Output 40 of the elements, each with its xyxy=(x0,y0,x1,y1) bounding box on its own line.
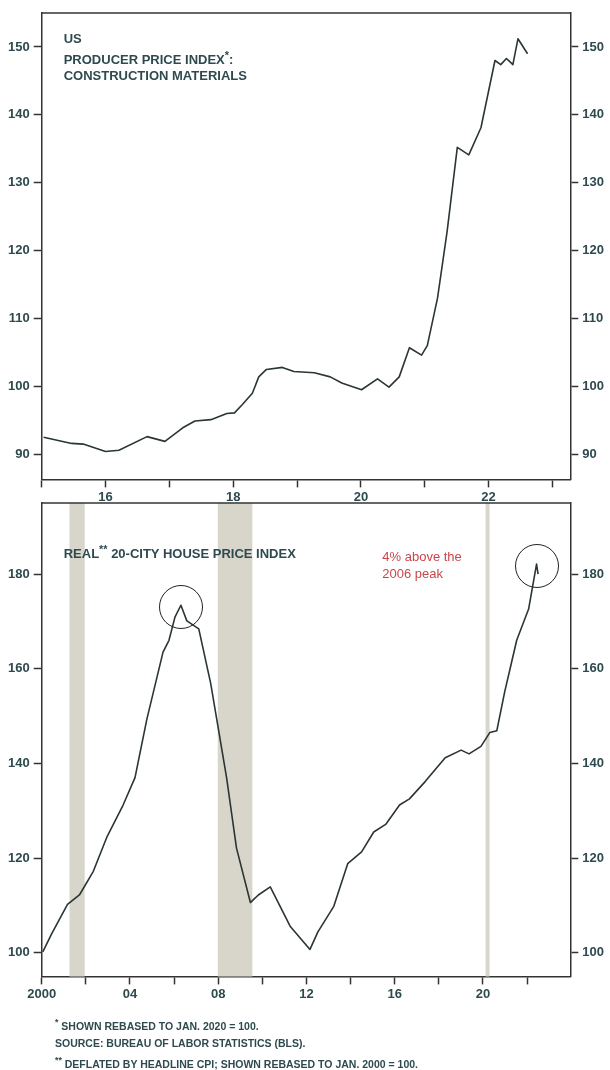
y2-tick-label: 140 xyxy=(582,754,605,770)
y2-tick-label: 120 xyxy=(582,242,605,258)
y2-tick-label: 110 xyxy=(582,310,604,326)
x-tick-label: 08 xyxy=(210,985,226,1001)
text: US PRODUCER PRICE INDEX$^{*}$: CONSTRUCTION MATERIALS xyxy=(63,31,247,85)
x-tick-label: 16 xyxy=(98,488,113,504)
x-tick-label: 2000 xyxy=(27,985,57,1001)
text: $^{*}$ SHOWN REBASED TO JAN. 2020 = 100. xyxy=(55,1016,260,1034)
x-tick-label: 18 xyxy=(225,488,241,504)
text: $^{**}$ DEFLATED BY HEADLINE CPI; SHOWN REBASED TO JAN. 2000 = 100. xyxy=(55,1053,419,1070)
x-tick-label: 20 xyxy=(353,488,369,504)
y-tick-label: 110 xyxy=(8,310,30,326)
y-tick-label: 120 xyxy=(7,849,30,865)
y-tick-label: 130 xyxy=(7,174,30,190)
y-tick-label: 180 xyxy=(7,565,30,581)
y2-tick-label: 160 xyxy=(582,660,605,676)
x-tick-label: 12 xyxy=(299,985,314,1001)
y-tick-label: 100 xyxy=(7,944,30,960)
x-tick-label: 16 xyxy=(387,985,402,1001)
y2-tick-label: 100 xyxy=(582,377,605,393)
x-tick-label: 04 xyxy=(122,985,138,1001)
x-tick-label: 22 xyxy=(481,488,496,504)
y-tick-label: 100 xyxy=(7,377,30,393)
y2-tick-label: 140 xyxy=(582,106,605,122)
annotation: 4% above the 2006 peak xyxy=(382,548,462,582)
source-note: SOURCE: BUREAU OF LABOR STATISTICS (BLS). xyxy=(55,1035,307,1051)
y-tick-label: 120 xyxy=(7,242,30,258)
y-tick-label: 140 xyxy=(7,754,30,770)
y-tick-label: 90 xyxy=(15,445,30,461)
y2-tick-label: 130 xyxy=(582,174,605,190)
y2-tick-label: 90 xyxy=(582,445,597,461)
y2-tick-label: 100 xyxy=(582,944,605,960)
y2-tick-label: 120 xyxy=(582,849,605,865)
y2-tick-label: 180 xyxy=(582,565,605,581)
x-tick-label: 20 xyxy=(475,985,491,1001)
text: REAL$^{**}$ 20-CITY HOUSE PRICE INDEX xyxy=(63,542,296,563)
y2-tick-label: 150 xyxy=(582,38,605,54)
y-tick-label: 140 xyxy=(7,106,30,122)
y-tick-label: 150 xyxy=(7,38,30,54)
y-tick-label: 160 xyxy=(7,660,30,676)
